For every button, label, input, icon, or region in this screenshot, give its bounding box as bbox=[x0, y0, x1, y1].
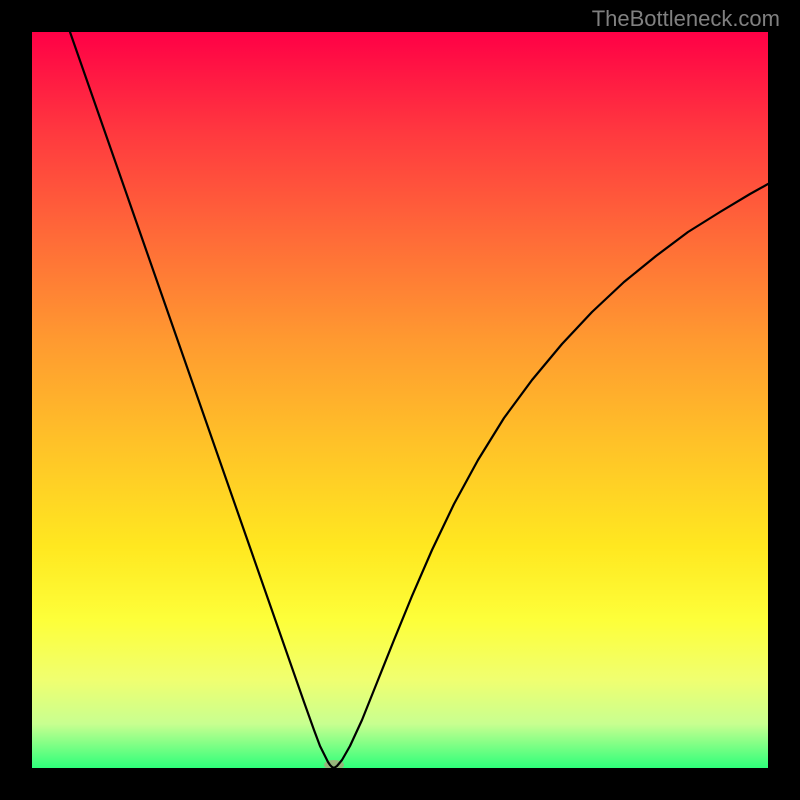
curve-left-branch bbox=[70, 32, 334, 768]
frame-border-bottom bbox=[0, 768, 800, 800]
curve-right-branch bbox=[334, 184, 768, 768]
plot-area bbox=[32, 32, 768, 768]
watermark-text: TheBottleneck.com bbox=[592, 6, 780, 32]
frame-border-right bbox=[768, 0, 800, 800]
chart-container: TheBottleneck.com bbox=[0, 0, 800, 800]
frame-border-left bbox=[0, 0, 32, 800]
bottleneck-curve-svg bbox=[32, 32, 768, 768]
